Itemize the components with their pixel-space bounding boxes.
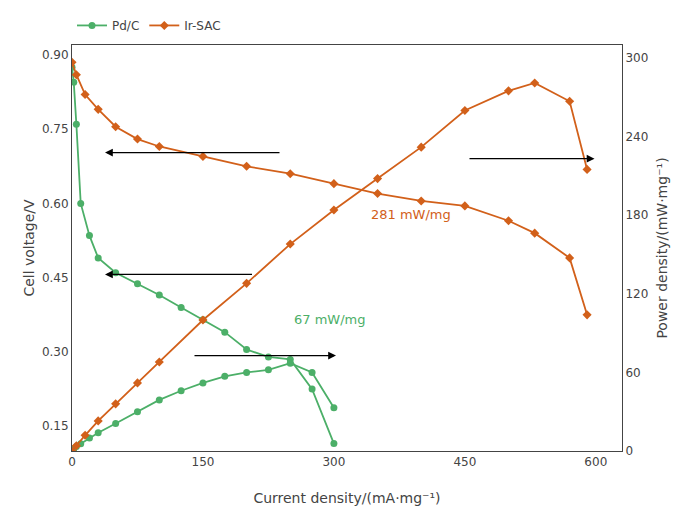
svg-text:600: 600 bbox=[584, 455, 607, 469]
svg-text:150: 150 bbox=[191, 455, 214, 469]
svg-text:Current density/(mA·mg⁻¹): Current density/(mA·mg⁻¹) bbox=[253, 490, 440, 506]
svg-text:0.90: 0.90 bbox=[42, 48, 69, 62]
svg-text:Pd/C: Pd/C bbox=[112, 19, 139, 33]
svg-text:300: 300 bbox=[322, 455, 345, 469]
svg-text:300: 300 bbox=[625, 51, 648, 65]
svg-text:281 mW/mg: 281 mW/mg bbox=[371, 207, 451, 222]
svg-text:Cell voltage/V: Cell voltage/V bbox=[21, 199, 37, 297]
svg-text:0.45: 0.45 bbox=[42, 271, 69, 285]
svg-text:180: 180 bbox=[625, 208, 648, 222]
svg-text:0.75: 0.75 bbox=[42, 122, 69, 136]
svg-text:0.15: 0.15 bbox=[42, 419, 69, 433]
svg-text:0.60: 0.60 bbox=[42, 197, 69, 211]
svg-text:120: 120 bbox=[625, 287, 648, 301]
svg-text:0.30: 0.30 bbox=[42, 345, 69, 359]
svg-text:Ir-SAC: Ir-SAC bbox=[184, 19, 220, 33]
svg-text:240: 240 bbox=[625, 130, 648, 144]
svg-text:450: 450 bbox=[453, 455, 476, 469]
svg-text:60: 60 bbox=[625, 366, 640, 380]
svg-text:67 mW/mg: 67 mW/mg bbox=[294, 312, 366, 327]
svg-text:0: 0 bbox=[68, 455, 76, 469]
svg-text:0: 0 bbox=[625, 444, 633, 458]
svg-text:Power density/(mW·mg⁻¹): Power density/(mW·mg⁻¹) bbox=[654, 157, 670, 338]
